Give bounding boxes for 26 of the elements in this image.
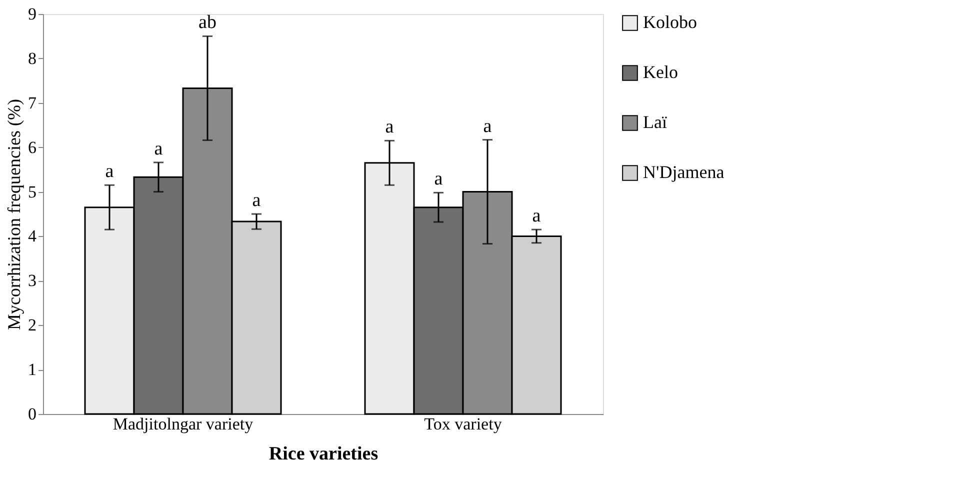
y-tick-label: 3 — [28, 271, 36, 290]
y-tick-label: 9 — [28, 4, 36, 24]
data-label: a — [532, 206, 542, 227]
x-tick-label: Tox variety — [424, 414, 502, 434]
y-tick-label: 0 — [28, 404, 36, 424]
x-tick-label: Madjitolngar variety — [112, 414, 254, 434]
legend-label: N'Djamena — [643, 162, 724, 182]
y-tick-label: 2 — [28, 316, 36, 335]
data-label: a — [483, 116, 492, 137]
data-label: a — [154, 138, 164, 160]
y-tick-label: 5 — [28, 182, 36, 202]
y-tick-label: 6 — [28, 138, 36, 157]
y-tick-label: 4 — [28, 226, 37, 246]
legend-label: Kelo — [643, 62, 678, 82]
y-tick-label: 8 — [28, 48, 36, 68]
y-tick-label: 1 — [28, 360, 36, 380]
data-label: a — [385, 116, 394, 138]
y-axis-title: Mycorrhization frequencies (%) — [4, 99, 24, 330]
legend-label: Laï — [643, 112, 667, 132]
data-label: a — [105, 161, 114, 182]
data-label: a — [252, 190, 262, 211]
legend-label: Kolobo — [643, 12, 697, 32]
x-axis-title: Rice varieties — [268, 444, 378, 464]
y-tick-label: 7 — [28, 93, 37, 112]
data-label: ab — [198, 12, 216, 34]
data-label: a — [434, 168, 444, 190]
